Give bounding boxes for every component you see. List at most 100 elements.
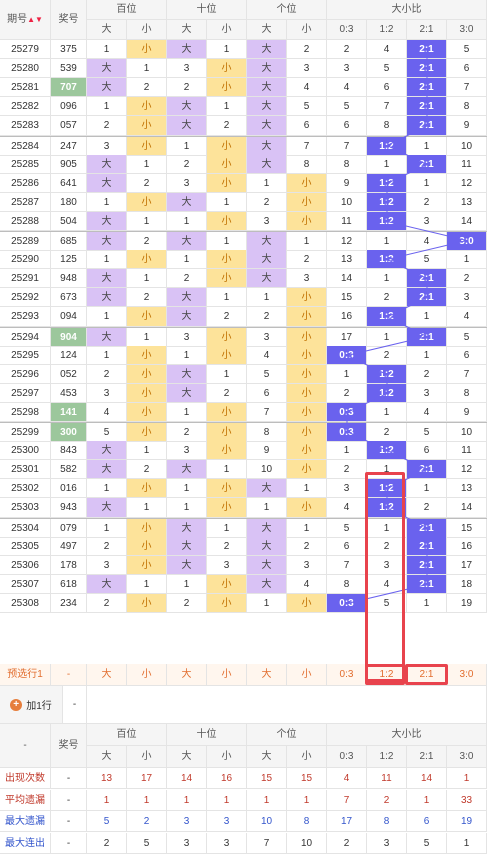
prize-number: 641: [51, 174, 87, 193]
prize-number: 904: [51, 328, 87, 347]
big-omission: 1: [167, 212, 207, 231]
small-omission: 4: [287, 78, 327, 97]
sort-icon[interactable]: ▲▼: [27, 15, 43, 24]
big-marker: 大: [167, 307, 207, 327]
small-marker: 小: [127, 307, 167, 327]
issue-cell: 25298: [0, 403, 51, 422]
ratio-omission: 2: [367, 346, 407, 365]
big-omission: 3: [247, 212, 287, 231]
issue-cell: 25302: [0, 479, 51, 498]
small-omission: 3: [207, 556, 247, 575]
preselect-option-2[interactable]: 大: [167, 664, 207, 686]
small-omission: 2: [127, 288, 167, 307]
big-omission: 1: [247, 498, 287, 518]
big-omission: 6: [247, 384, 287, 403]
issue-header[interactable]: 期号▲▼: [0, 0, 51, 40]
preselect-option-3[interactable]: 小: [207, 664, 247, 686]
big-omission: 1: [167, 250, 207, 269]
footer-prize: 奖号: [51, 724, 87, 768]
issue-cell: 25281: [0, 78, 51, 97]
ratio-hit: 2:1: [407, 328, 447, 347]
footer-sub-7: 1:2: [367, 746, 407, 768]
small-omission: 1: [127, 575, 167, 594]
ratio-omission: 4: [367, 40, 407, 59]
big-omission: 3: [247, 328, 287, 347]
small-omission: 2: [127, 78, 167, 97]
big-marker: 大: [167, 40, 207, 59]
stat-value: 1: [207, 790, 247, 811]
big-marker: 大: [87, 232, 127, 251]
ratio-omission: 3: [367, 556, 407, 575]
small-marker: 小: [127, 346, 167, 365]
small-marker: 小: [287, 365, 327, 384]
issue-cell: 25280: [0, 59, 51, 78]
prize-number: 180: [51, 193, 87, 212]
stat-value: 15: [287, 768, 327, 789]
issue-cell: 25284: [0, 137, 51, 156]
small-marker: 小: [287, 441, 327, 460]
small-marker: 小: [287, 193, 327, 212]
stat-value: 11: [367, 768, 407, 789]
small-marker: 小: [127, 193, 167, 212]
prize-header: 奖号: [51, 0, 87, 40]
stat-value: 2: [127, 811, 167, 832]
stat-value: 14: [167, 768, 207, 789]
ratio-omission: 5: [327, 97, 367, 116]
small-marker: 小: [207, 498, 247, 518]
preselect-option-5[interactable]: 小: [287, 664, 327, 686]
prize-number: 673: [51, 288, 87, 307]
ratio-omission: 4: [327, 78, 367, 97]
big-marker: 大: [247, 537, 287, 556]
big-marker: 大: [167, 556, 207, 575]
big-marker: 大: [247, 250, 287, 269]
issue-cell: 25297: [0, 384, 51, 403]
small-omission: 1: [207, 40, 247, 59]
small-marker: 小: [207, 346, 247, 365]
stat-value: 13: [87, 768, 127, 789]
stat-dash: -: [51, 790, 87, 811]
small-marker: 小: [207, 78, 247, 97]
small-marker: 小: [127, 137, 167, 156]
preselect-option-1[interactable]: 小: [127, 664, 167, 686]
footer-dash: -: [0, 724, 51, 768]
preselect-option-4[interactable]: 大: [247, 664, 287, 686]
big-marker: 大: [167, 193, 207, 212]
preselect-dash: -: [51, 664, 87, 686]
big-marker: 大: [87, 155, 127, 174]
big-omission: 1: [87, 479, 127, 498]
prize-number: 948: [51, 269, 87, 288]
preselect-option-0[interactable]: 大: [87, 664, 127, 686]
small-omission: 2: [287, 40, 327, 59]
ratio-trend-line: [345, 49, 468, 604]
small-omission: 1: [127, 498, 167, 518]
ratio-omission: 8: [327, 155, 367, 174]
issue-cell: 25296: [0, 365, 51, 384]
stat-value: 1: [87, 790, 127, 811]
big-omission: 2: [87, 365, 127, 384]
issue-cell: 25279: [0, 40, 51, 59]
ratio-omission: 3: [407, 384, 447, 403]
big-marker: 大: [247, 97, 287, 116]
subheader-0: 大: [87, 20, 127, 40]
add-row-button[interactable]: + 加1行: [0, 686, 63, 724]
small-omission: 2: [207, 537, 247, 556]
big-marker: 大: [167, 384, 207, 403]
ratio-omission: 1: [407, 307, 447, 327]
small-omission: 7: [287, 137, 327, 156]
prize-number: 016: [51, 479, 87, 498]
prize-number: 094: [51, 307, 87, 327]
stat-value: 6: [407, 811, 447, 832]
ratio-omission: 2: [327, 460, 367, 479]
big-marker: 大: [87, 328, 127, 347]
issue-cell: 25308: [0, 594, 51, 613]
small-marker: 小: [287, 212, 327, 231]
prize-number: 234: [51, 594, 87, 613]
small-marker: 小: [287, 594, 327, 613]
footer-sub-8: 2:1: [407, 746, 447, 768]
issue-cell: 25286: [0, 174, 51, 193]
subheader-2: 大: [167, 20, 207, 40]
small-marker: 小: [207, 441, 247, 460]
big-omission: 3: [167, 441, 207, 460]
subheader-4: 大: [247, 20, 287, 40]
big-omission: 2: [247, 307, 287, 327]
